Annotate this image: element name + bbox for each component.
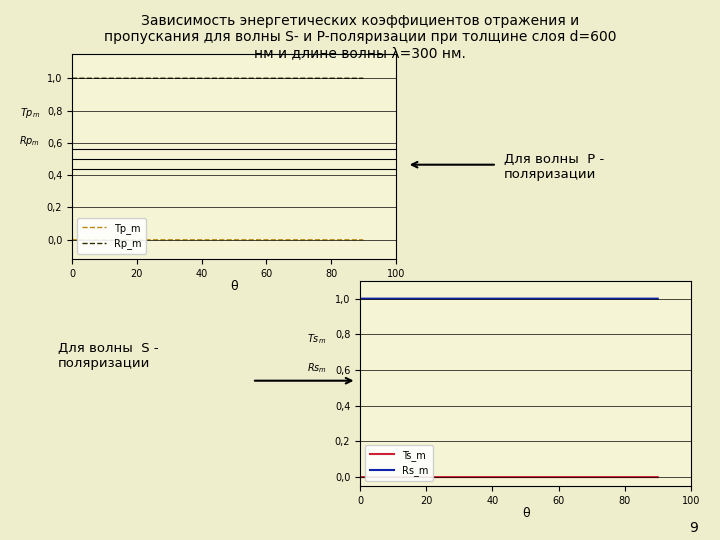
Rs_m — [470, 295, 479, 302]
Tp_m — [192, 237, 201, 243]
Rp_m — [179, 75, 188, 82]
Rp_m — [192, 75, 201, 82]
Tp_m — [179, 237, 188, 243]
Tp_m — [68, 237, 76, 243]
Tp_m — [359, 237, 368, 243]
Rs_m — [552, 295, 560, 302]
Text: $Ts_m$: $Ts_m$ — [307, 332, 326, 346]
Ts_m — [356, 474, 364, 480]
Tp_m — [118, 237, 127, 243]
Tp_m — [354, 237, 362, 243]
Rp_m — [354, 75, 362, 82]
Text: 9: 9 — [690, 521, 698, 535]
Rp_m — [104, 75, 112, 82]
Rp_m — [359, 75, 368, 82]
Rs_m — [616, 295, 624, 302]
Legend: Ts_m, Rs_m: Ts_m, Rs_m — [365, 445, 433, 481]
Text: Для волны  S -
поляризации: Для волны S - поляризации — [58, 342, 158, 370]
Ts_m — [647, 474, 656, 480]
Rp_m — [116, 75, 125, 82]
Tp_m — [322, 237, 330, 243]
X-axis label: θ: θ — [522, 507, 529, 520]
Rs_m — [648, 295, 657, 302]
Rs_m — [390, 295, 398, 302]
Ts_m — [390, 474, 398, 480]
Ts_m — [408, 474, 416, 480]
Text: $Rs_m$: $Rs_m$ — [307, 361, 327, 375]
Text: Зависимость энергетических коэффициентов отражения и
пропускания для волны S- и : Зависимость энергетических коэффициентов… — [104, 14, 616, 60]
Rs_m — [483, 295, 492, 302]
Rp_m — [101, 75, 109, 82]
X-axis label: θ: θ — [230, 280, 238, 293]
Rp_m — [68, 75, 76, 82]
Text: $Rp_m$: $Rp_m$ — [19, 134, 40, 149]
Tp_m — [101, 237, 109, 243]
Rs_m — [408, 295, 416, 302]
Ts_m — [483, 474, 492, 480]
Rs_m — [356, 295, 364, 302]
Rp_m — [322, 75, 330, 82]
Rs_m — [356, 295, 364, 302]
Text: $Tp_m$: $Tp_m$ — [19, 105, 40, 119]
Ts_m — [470, 474, 479, 480]
Rp_m — [118, 75, 127, 82]
Rs_m — [654, 295, 662, 302]
Text: Для волны  P -
поляризации: Для волны P - поляризации — [504, 153, 604, 181]
Legend: Tp_m, Rp_m: Tp_m, Rp_m — [77, 218, 146, 254]
Ts_m — [654, 474, 662, 480]
Ts_m — [616, 474, 624, 480]
